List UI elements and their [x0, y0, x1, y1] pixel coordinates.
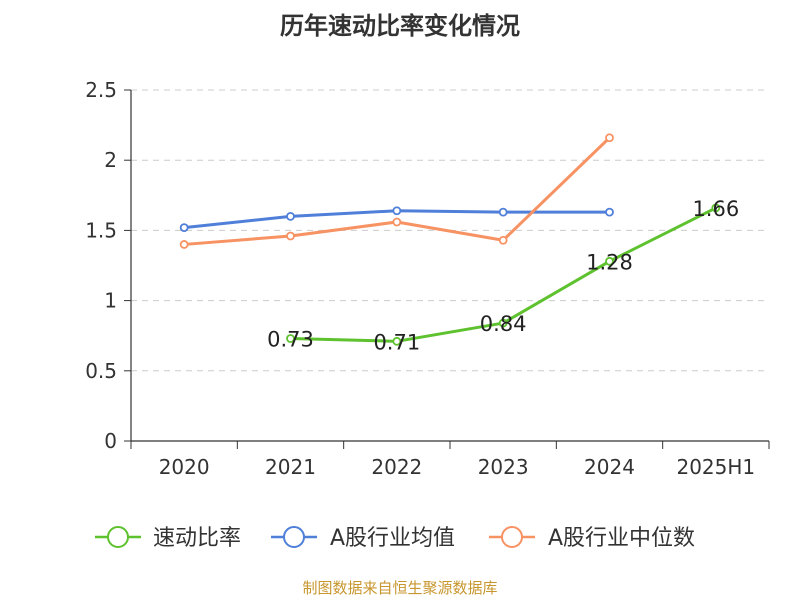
data-point: [605, 256, 614, 266]
data-label: 0.84: [480, 312, 527, 336]
data-point: [286, 211, 295, 221]
data-label: 1.66: [692, 197, 739, 221]
data-label: 0.71: [373, 330, 420, 354]
data-point: [711, 203, 721, 213]
y-tick-label: 0.5: [85, 359, 117, 383]
x-tick-label: 2020: [159, 455, 210, 479]
data-point: [392, 217, 402, 227]
x-tick-label: 2025H1: [676, 455, 755, 479]
y-tick-label: 1.5: [85, 218, 117, 242]
y-tick-label: 2.5: [85, 78, 117, 102]
legend-marker-2: [283, 526, 305, 548]
y-tick-label: 1: [104, 289, 117, 313]
data-point: [179, 240, 189, 249]
data-point: [179, 223, 189, 232]
data-point: [498, 318, 508, 328]
legend-marker-3: [501, 526, 523, 548]
x-tick-label: 2023: [478, 455, 529, 479]
data-point: [498, 207, 508, 217]
data-point: [392, 336, 402, 346]
data-point: [286, 231, 295, 241]
legend-label-3: A股行业中位数: [548, 526, 695, 551]
legend-label-1: 速动比率: [153, 526, 241, 551]
data-point: [498, 235, 508, 245]
data-point: [605, 207, 614, 217]
series-line-3: [184, 136, 611, 246]
x-tick-label: 2022: [371, 455, 422, 479]
data-point: [605, 133, 614, 143]
data-point: [286, 334, 295, 343]
chart-title: 历年速动比率变化情况: [280, 12, 520, 40]
data-label: 1.28: [586, 250, 633, 274]
y-tick-label: 0: [104, 429, 117, 453]
data-point: [392, 206, 402, 216]
data-source-note: 制图数据来自恒生聚源数据库: [302, 579, 498, 597]
x-tick-label: 2024: [584, 455, 635, 479]
data-label: 0.73: [267, 328, 314, 352]
x-tick-label: 2021: [265, 455, 316, 479]
legend-marker-1: [107, 526, 129, 548]
y-tick-label: 2: [104, 148, 117, 172]
legend-label-2: A股行业均值: [330, 526, 455, 551]
